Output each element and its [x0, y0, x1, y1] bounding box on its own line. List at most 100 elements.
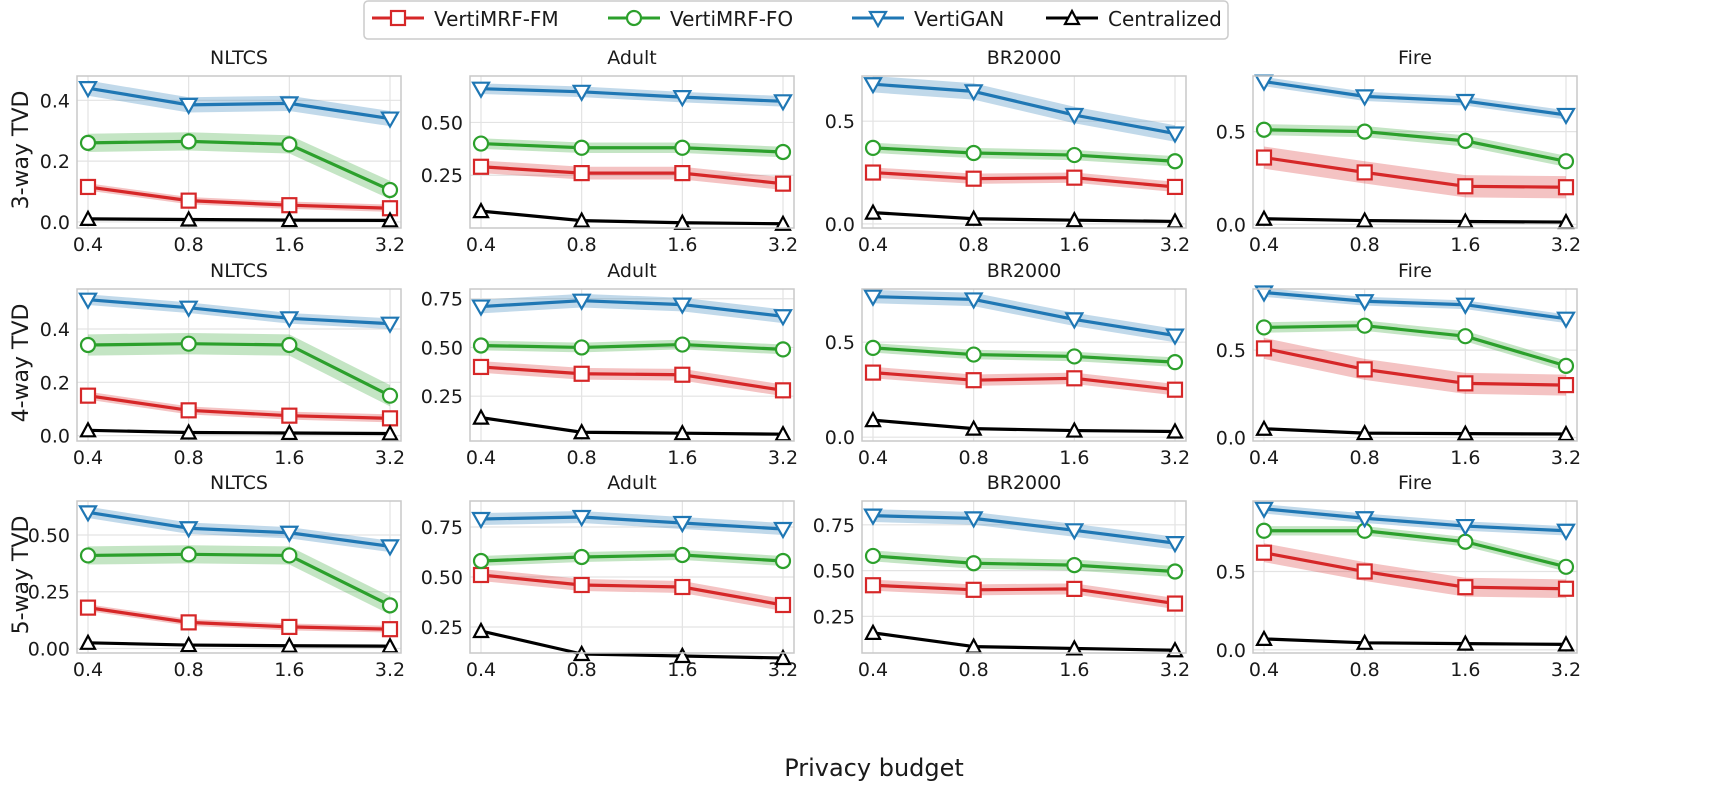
x-tick-label: 0.4 — [466, 234, 496, 256]
data-point — [381, 211, 399, 228]
data-point — [1455, 518, 1476, 537]
x-tick-label: 1.6 — [1450, 234, 1480, 256]
series-vertimrf-fo — [472, 135, 792, 161]
data-point — [1165, 126, 1185, 144]
data-point — [774, 552, 792, 570]
row-label-4way: 4-way TVD — [9, 304, 34, 423]
data-point — [864, 164, 882, 181]
subplot-nltcs-row3: NLTCS 0.4 0.8 1.6 3.2 0.00 0.25 0.50 — [28, 472, 405, 681]
data-point — [674, 366, 691, 383]
subplot-title: BR2000 — [987, 47, 1062, 69]
x-tick-label: 1.6 — [667, 659, 697, 681]
y-tick-label: 0.00 — [28, 638, 70, 660]
data-point — [573, 365, 590, 382]
subplot-title: Adult — [607, 472, 657, 494]
data-point — [381, 387, 399, 404]
x-tick-label: 3.2 — [1551, 234, 1581, 256]
data-point — [472, 358, 490, 376]
data-point — [79, 178, 97, 196]
series-vertigan — [78, 80, 400, 129]
data-point — [180, 192, 197, 209]
series-line — [480, 209, 784, 226]
plot-frame — [76, 500, 402, 654]
data-point — [1066, 348, 1083, 365]
data-point — [1457, 328, 1474, 345]
x-tick-label: 1.6 — [667, 447, 697, 469]
data-point — [1556, 311, 1576, 329]
series-line — [872, 583, 1176, 606]
series-line — [87, 428, 391, 436]
series-vertigan — [863, 508, 1185, 554]
plot-frame — [1252, 288, 1578, 442]
row-label-3way: 3-way TVD — [9, 91, 34, 210]
data-point — [1066, 370, 1083, 387]
series-line — [872, 82, 1176, 136]
data-point — [79, 336, 97, 354]
plot-frame — [1252, 75, 1578, 229]
data-point — [773, 309, 793, 327]
x-tick-label: 3.2 — [375, 234, 405, 256]
data-point — [1557, 580, 1575, 597]
x-tick-label: 0.8 — [1350, 234, 1380, 256]
data-point — [1066, 146, 1083, 164]
data-point — [1354, 89, 1375, 107]
series-vertimrf-fm — [1255, 146, 1575, 199]
y-tick-label: 0.25 — [421, 165, 463, 187]
series-vertimrf-fo — [864, 139, 1184, 170]
data-point — [1356, 164, 1373, 181]
series-line — [1263, 290, 1567, 321]
series-line — [1263, 324, 1567, 368]
data-point — [281, 336, 298, 354]
series-line — [87, 217, 391, 222]
subplot-fire-row2: Fire 0.4 0.8 1.6 3.2 0.0 0.5 — [1216, 260, 1581, 469]
plot-area — [862, 501, 1186, 653]
y-tick-label: 0.50 — [421, 567, 463, 589]
plot-frame — [76, 288, 402, 442]
data-point — [573, 548, 590, 566]
data-point — [1355, 633, 1374, 650]
x-tick-label: 0.4 — [1249, 659, 1279, 681]
series-vertigan — [471, 293, 793, 327]
data-point — [179, 423, 198, 440]
series-line — [872, 346, 1176, 364]
data-point — [78, 292, 98, 310]
y-tick-label: 0.0 — [40, 426, 70, 448]
y-tick-label: 0.75 — [813, 515, 855, 537]
data-point — [773, 94, 793, 112]
x-tick-label: 3.2 — [768, 447, 798, 469]
subplot-fire-row3: Fire 0.4 0.8 1.6 3.2 0.0 0.5 — [1216, 472, 1581, 681]
data-point — [1254, 501, 1274, 520]
x-tick-label: 3.2 — [1551, 659, 1581, 681]
data-point — [1557, 424, 1575, 442]
series-centralized — [1255, 209, 1575, 230]
subplot-nltcs-row1: NLTCS 0.4 0.8 1.6 3.2 0.0 0.2 0.4 — [40, 47, 405, 256]
data-point — [281, 547, 298, 564]
x-tick-label: 0.8 — [174, 659, 204, 681]
series-vertimrf-fm — [79, 599, 399, 638]
series-vertimrf-fm — [79, 387, 399, 427]
series-vertigan — [471, 509, 793, 540]
series-vertigan — [863, 289, 1185, 346]
legend-frame — [363, 0, 1229, 40]
series-vertigan — [1254, 74, 1576, 126]
data-point — [1557, 558, 1575, 575]
x-tick-label: 3.2 — [375, 447, 405, 469]
x-tick-label: 1.6 — [1450, 447, 1480, 469]
data-point — [673, 423, 692, 441]
data-point — [180, 546, 197, 563]
series-centralized — [1255, 629, 1575, 652]
x-tick-label: 3.2 — [768, 234, 798, 256]
x-tick-label: 0.4 — [466, 447, 496, 469]
confidence-band — [1264, 288, 1566, 324]
legend-entry-vertigan: VertiGAN — [852, 7, 1004, 31]
y-tick-label: 0.2 — [40, 151, 70, 173]
data-point — [1557, 179, 1575, 196]
data-point — [965, 555, 982, 572]
series-line — [480, 87, 784, 103]
x-tick-label: 1.6 — [667, 234, 697, 256]
series-line — [480, 629, 784, 660]
data-point — [472, 408, 490, 425]
subplot-adult-row1: Adult 0.4 0.8 1.6 3.2 0.25 0.50 — [421, 47, 798, 256]
y-tick-label: 0.5 — [825, 111, 855, 133]
